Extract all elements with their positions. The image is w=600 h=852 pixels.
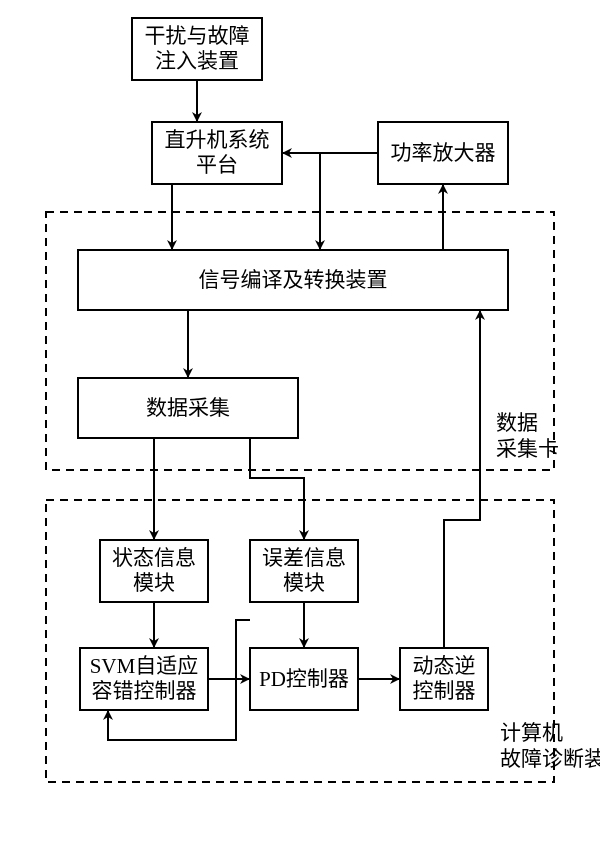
node-heli-platform: 直升机系统 平台	[152, 122, 282, 184]
node-pd-ctrl: PD控制器	[250, 648, 358, 710]
node-dyn-inv: 动态逆 控制器	[400, 648, 488, 710]
node-data-collect: 数据采集	[78, 378, 298, 438]
svg-text:容错控制器: 容错控制器	[92, 679, 197, 703]
svg-text:动态逆: 动态逆	[413, 654, 476, 678]
svg-text:模块: 模块	[133, 571, 175, 595]
svg-text:直升机系统: 直升机系统	[165, 128, 270, 152]
node-power-amp: 功率放大器	[378, 122, 508, 184]
region-computer-diag-label-2: 故障诊断装置	[500, 747, 600, 771]
svg-text:PD控制器: PD控制器	[259, 667, 349, 691]
svg-text:状态信息: 状态信息	[112, 546, 196, 570]
svg-text:干扰与故障: 干扰与故障	[145, 24, 250, 48]
region-daq-card-label-1: 数据	[496, 411, 538, 435]
svg-text:误差信息: 误差信息	[262, 546, 346, 570]
svg-text:注入装置: 注入装置	[155, 49, 239, 73]
node-signal-conv: 信号编译及转换装置	[78, 250, 508, 310]
region-daq-card-label-2: 采集卡	[496, 437, 559, 461]
region-computer-diag-label-1: 计算机	[500, 721, 563, 745]
svg-text:控制器: 控制器	[413, 679, 476, 703]
svg-text:模块: 模块	[283, 571, 325, 595]
node-fault-inject: 干扰与故障 注入装置	[132, 18, 262, 80]
svg-text:信号编译及转换装置: 信号编译及转换装置	[199, 268, 388, 292]
svg-text:平台: 平台	[196, 153, 238, 177]
node-svm-ctrl: SVM自适应 容错控制器	[80, 648, 208, 710]
node-state-info: 状态信息 模块	[100, 540, 208, 602]
svg-text:SVM自适应: SVM自适应	[90, 654, 199, 678]
svg-text:功率放大器: 功率放大器	[391, 141, 496, 165]
svg-text:数据采集: 数据采集	[146, 396, 230, 420]
node-error-info: 误差信息 模块	[250, 540, 358, 602]
